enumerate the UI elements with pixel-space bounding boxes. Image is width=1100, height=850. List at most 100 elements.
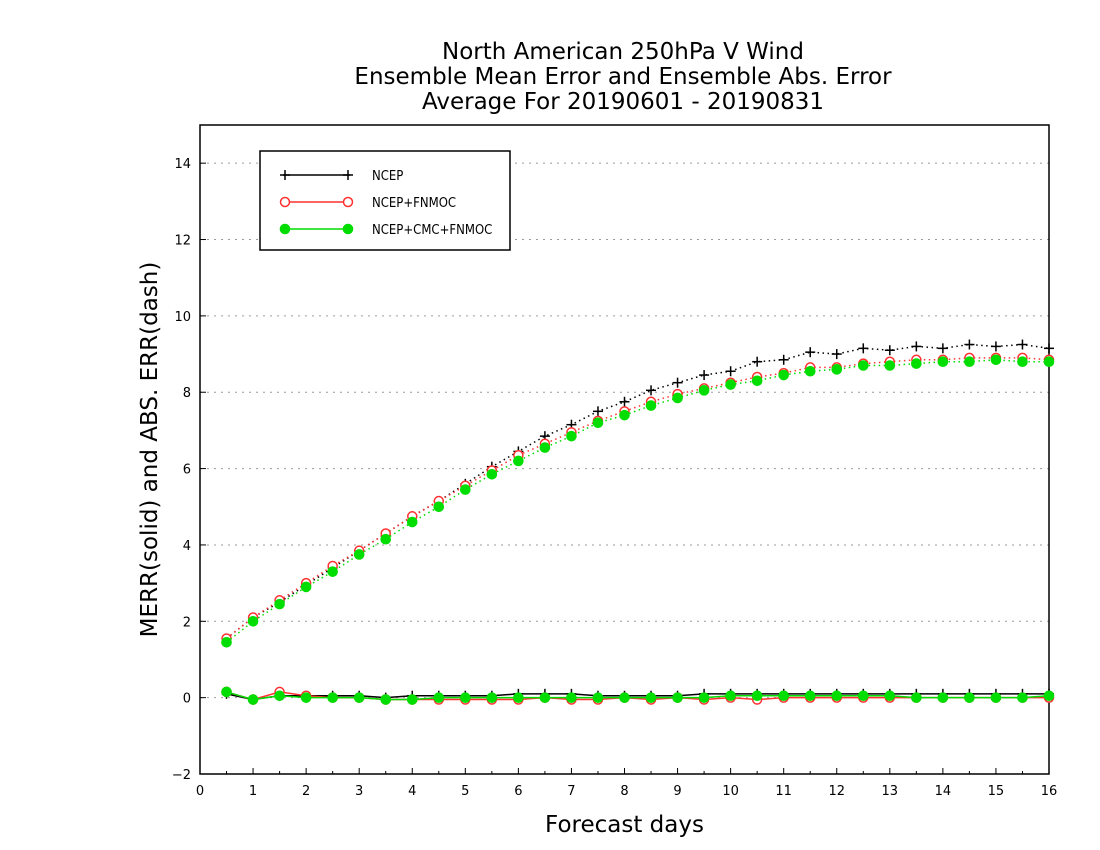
legend-box bbox=[259, 150, 511, 251]
mean-err-point bbox=[725, 690, 736, 702]
y-tick-label: 4 bbox=[183, 539, 191, 554]
legend-label: NCEP+FNMOC bbox=[372, 196, 456, 211]
abs-err-point bbox=[672, 392, 683, 404]
x-tick-label: 6 bbox=[514, 784, 522, 799]
abs-err-point bbox=[911, 358, 922, 369]
mean-err-point bbox=[1043, 690, 1055, 702]
abs-err-point bbox=[1043, 356, 1055, 367]
mean-err-point bbox=[327, 692, 338, 703]
abs-err-point bbox=[778, 369, 789, 381]
abs-err-point bbox=[353, 549, 365, 560]
title-line-2: Ensemble Mean Error and Ensemble Abs. Er… bbox=[354, 64, 892, 90]
abs-err-point bbox=[247, 615, 259, 627]
abs-err-point bbox=[698, 385, 710, 396]
abs-err-point bbox=[646, 385, 657, 396]
legend-label: NCEP bbox=[372, 169, 403, 184]
abs-err-point bbox=[1017, 356, 1028, 367]
y-tick-label: 2 bbox=[183, 615, 191, 630]
abs-err-point bbox=[990, 354, 1002, 366]
abs-err-point bbox=[884, 360, 896, 371]
abs-err-point bbox=[672, 377, 683, 388]
abs-err-point bbox=[937, 356, 949, 367]
legend-marker-start-3 bbox=[279, 223, 291, 235]
abs-err-point bbox=[486, 469, 498, 480]
mean-err-point bbox=[778, 690, 789, 702]
y-tick-label: −2 bbox=[172, 768, 191, 783]
mean-err-point bbox=[592, 692, 604, 703]
abs-err-point bbox=[911, 341, 922, 352]
series-ncep-cmc-fnmoc bbox=[221, 354, 1055, 705]
mean-err-point bbox=[513, 692, 524, 703]
abs-err-point bbox=[699, 370, 710, 381]
abs-err-point bbox=[858, 343, 869, 354]
abs-err-line bbox=[226, 359, 1049, 643]
mean-err-point bbox=[566, 692, 577, 703]
mean-err-point bbox=[857, 690, 869, 702]
abs-err-point bbox=[327, 566, 338, 577]
abs-err-point bbox=[619, 396, 630, 407]
x-tick-label: 11 bbox=[775, 784, 792, 799]
abs-err-point bbox=[725, 366, 736, 377]
mean-err-point bbox=[937, 692, 949, 703]
x-tick-label: 5 bbox=[461, 784, 469, 799]
x-tick-label: 9 bbox=[673, 784, 681, 799]
abs-err-point bbox=[831, 349, 842, 360]
mean-err-point bbox=[672, 692, 683, 703]
legend: NCEP NCEP+FNMOC NCEP+CMC+FNMOC bbox=[259, 150, 511, 251]
y-tick-label: 0 bbox=[183, 692, 191, 707]
x-axis-label: Forecast days bbox=[545, 812, 704, 838]
mean-err-point bbox=[221, 686, 232, 698]
x-tick-label: 12 bbox=[828, 784, 845, 799]
x-tick-label: 0 bbox=[196, 784, 204, 799]
abs-err-point bbox=[406, 516, 418, 528]
abs-err-point bbox=[752, 356, 763, 367]
abs-err-point bbox=[513, 455, 524, 467]
mean-err-point bbox=[884, 690, 896, 702]
abs-err-point bbox=[380, 533, 392, 545]
series-ncep-fnmoc bbox=[221, 352, 1055, 705]
y-tick-label: 14 bbox=[174, 157, 191, 172]
abs-err-point bbox=[990, 341, 1001, 352]
abs-err-point bbox=[433, 501, 445, 513]
abs-err-point bbox=[804, 365, 816, 377]
abs-err-point bbox=[300, 581, 312, 593]
legend-label: NCEP+CMC+FNMOC bbox=[372, 223, 492, 238]
mean-err-point bbox=[619, 692, 630, 703]
mean-err-point bbox=[380, 694, 392, 705]
mean-err-point bbox=[300, 692, 312, 703]
abs-err-line bbox=[226, 343, 1050, 640]
abs-err-point bbox=[937, 343, 948, 354]
abs-err-point bbox=[619, 409, 630, 421]
legend-marker-start-1 bbox=[280, 170, 290, 180]
x-tick-label: 3 bbox=[355, 784, 363, 799]
mean-err-point bbox=[1017, 692, 1028, 703]
y-axis-label: MERR(solid) and ABS. ERR(dash) bbox=[137, 262, 163, 638]
mean-err-point bbox=[990, 692, 1002, 703]
abs-err-point bbox=[1044, 343, 1054, 354]
abs-err-point bbox=[274, 598, 285, 610]
abs-err-point bbox=[805, 347, 816, 358]
abs-err-point bbox=[751, 375, 763, 387]
mean-err-point bbox=[433, 692, 445, 703]
y-axis-ticks: −2 0 2 4 6 8 10 12 14 bbox=[172, 157, 206, 783]
series-ncep bbox=[221, 339, 1054, 705]
mean-err-point bbox=[964, 692, 975, 703]
abs-err-line bbox=[226, 357, 1050, 640]
x-tick-label: 16 bbox=[1041, 784, 1058, 799]
legend-marker-end-2 bbox=[342, 196, 354, 208]
abs-err-point bbox=[964, 339, 975, 350]
title-line-1: North American 250hPa V Wind bbox=[442, 39, 804, 65]
y-tick-label: 6 bbox=[183, 463, 191, 478]
mean-err-point bbox=[247, 694, 259, 705]
x-tick-label: 8 bbox=[620, 784, 628, 799]
abs-err-point bbox=[964, 356, 975, 367]
mean-err-point bbox=[274, 690, 285, 702]
abs-err-point bbox=[778, 354, 789, 365]
legend-marker-start-2 bbox=[279, 196, 291, 208]
mean-err-point bbox=[698, 692, 710, 703]
abs-err-point bbox=[221, 636, 232, 648]
mean-err-point bbox=[460, 692, 471, 703]
x-tick-label: 4 bbox=[408, 784, 416, 799]
x-tick-label: 2 bbox=[302, 784, 310, 799]
